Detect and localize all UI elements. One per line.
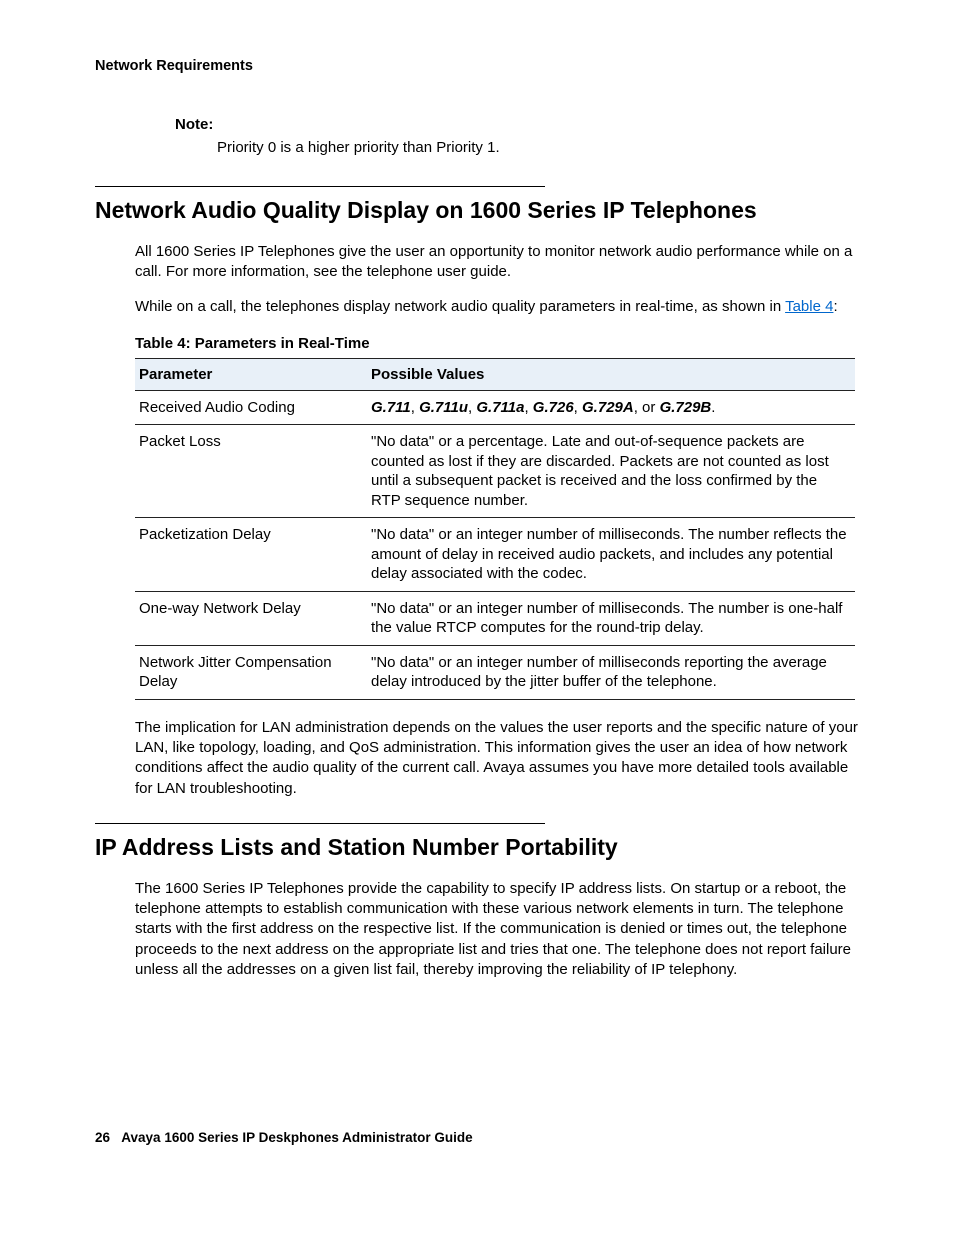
section-rule [95, 186, 545, 187]
section2-para1: The 1600 Series IP Telephones provide th… [135, 879, 859, 980]
running-header: Network Requirements [95, 58, 859, 74]
param-cell: Packetization Delay [135, 518, 367, 592]
value-cell: "No data" or a percentage. Late and out-… [367, 425, 855, 518]
codec: G.711a [476, 399, 524, 416]
table-row: One-way Network Delay "No data" or an in… [135, 591, 855, 645]
param-cell: Received Audio Coding [135, 390, 367, 425]
value-cell: "No data" or an integer number of millis… [367, 518, 855, 592]
codec: G.711 [371, 399, 411, 416]
value-cell: G.711, G.711u, G.711a, G.726, G.729A, or… [367, 390, 855, 425]
page-number: 26 [95, 1130, 110, 1145]
section1-para2: While on a call, the telephones display … [135, 297, 859, 317]
note-block: Note: Priority 0 is a higher priority th… [175, 116, 859, 156]
param-cell: Network Jitter Compensation Delay [135, 645, 367, 699]
section2-heading: IP Address Lists and Station Number Port… [95, 834, 859, 861]
note-label: Note: [175, 116, 859, 133]
codec: G.711u [419, 399, 468, 416]
codec: G.729A [582, 399, 634, 416]
footer-title: Avaya 1600 Series IP Deskphones Administ… [121, 1130, 472, 1145]
table-row: Packetization Delay "No data" or an inte… [135, 518, 855, 592]
table-row: Network Jitter Compensation Delay "No da… [135, 645, 855, 699]
table-row: Packet Loss "No data" or a percentage. L… [135, 425, 855, 518]
suffix: . [711, 399, 715, 416]
codec: G.726 [533, 399, 574, 416]
table-header-row: Parameter Possible Values [135, 358, 855, 390]
value-cell: "No data" or an integer number of millis… [367, 645, 855, 699]
col-possible-values: Possible Values [367, 358, 855, 390]
para2-text-a: While on a call, the telephones display … [135, 298, 785, 315]
section1-para3: The implication for LAN administration d… [135, 718, 859, 799]
table-row: Received Audio Coding G.711, G.711u, G.7… [135, 390, 855, 425]
section-rule [95, 823, 545, 824]
page-footer: 26 Avaya 1600 Series IP Deskphones Admin… [95, 1130, 473, 1145]
table4-link[interactable]: Table 4 [785, 298, 833, 315]
col-parameter: Parameter [135, 358, 367, 390]
note-text: Priority 0 is a higher priority than Pri… [217, 139, 859, 156]
section1-para1: All 1600 Series IP Telephones give the u… [135, 242, 859, 283]
param-cell: One-way Network Delay [135, 591, 367, 645]
parameters-table: Parameter Possible Values Received Audio… [135, 358, 855, 700]
value-cell: "No data" or an integer number of millis… [367, 591, 855, 645]
section1-heading: Network Audio Quality Display on 1600 Se… [95, 197, 859, 224]
param-cell: Packet Loss [135, 425, 367, 518]
table4-caption: Table 4: Parameters in Real-Time [135, 335, 859, 352]
codec: G.729B [660, 399, 712, 416]
para2-text-b: : [833, 298, 837, 315]
